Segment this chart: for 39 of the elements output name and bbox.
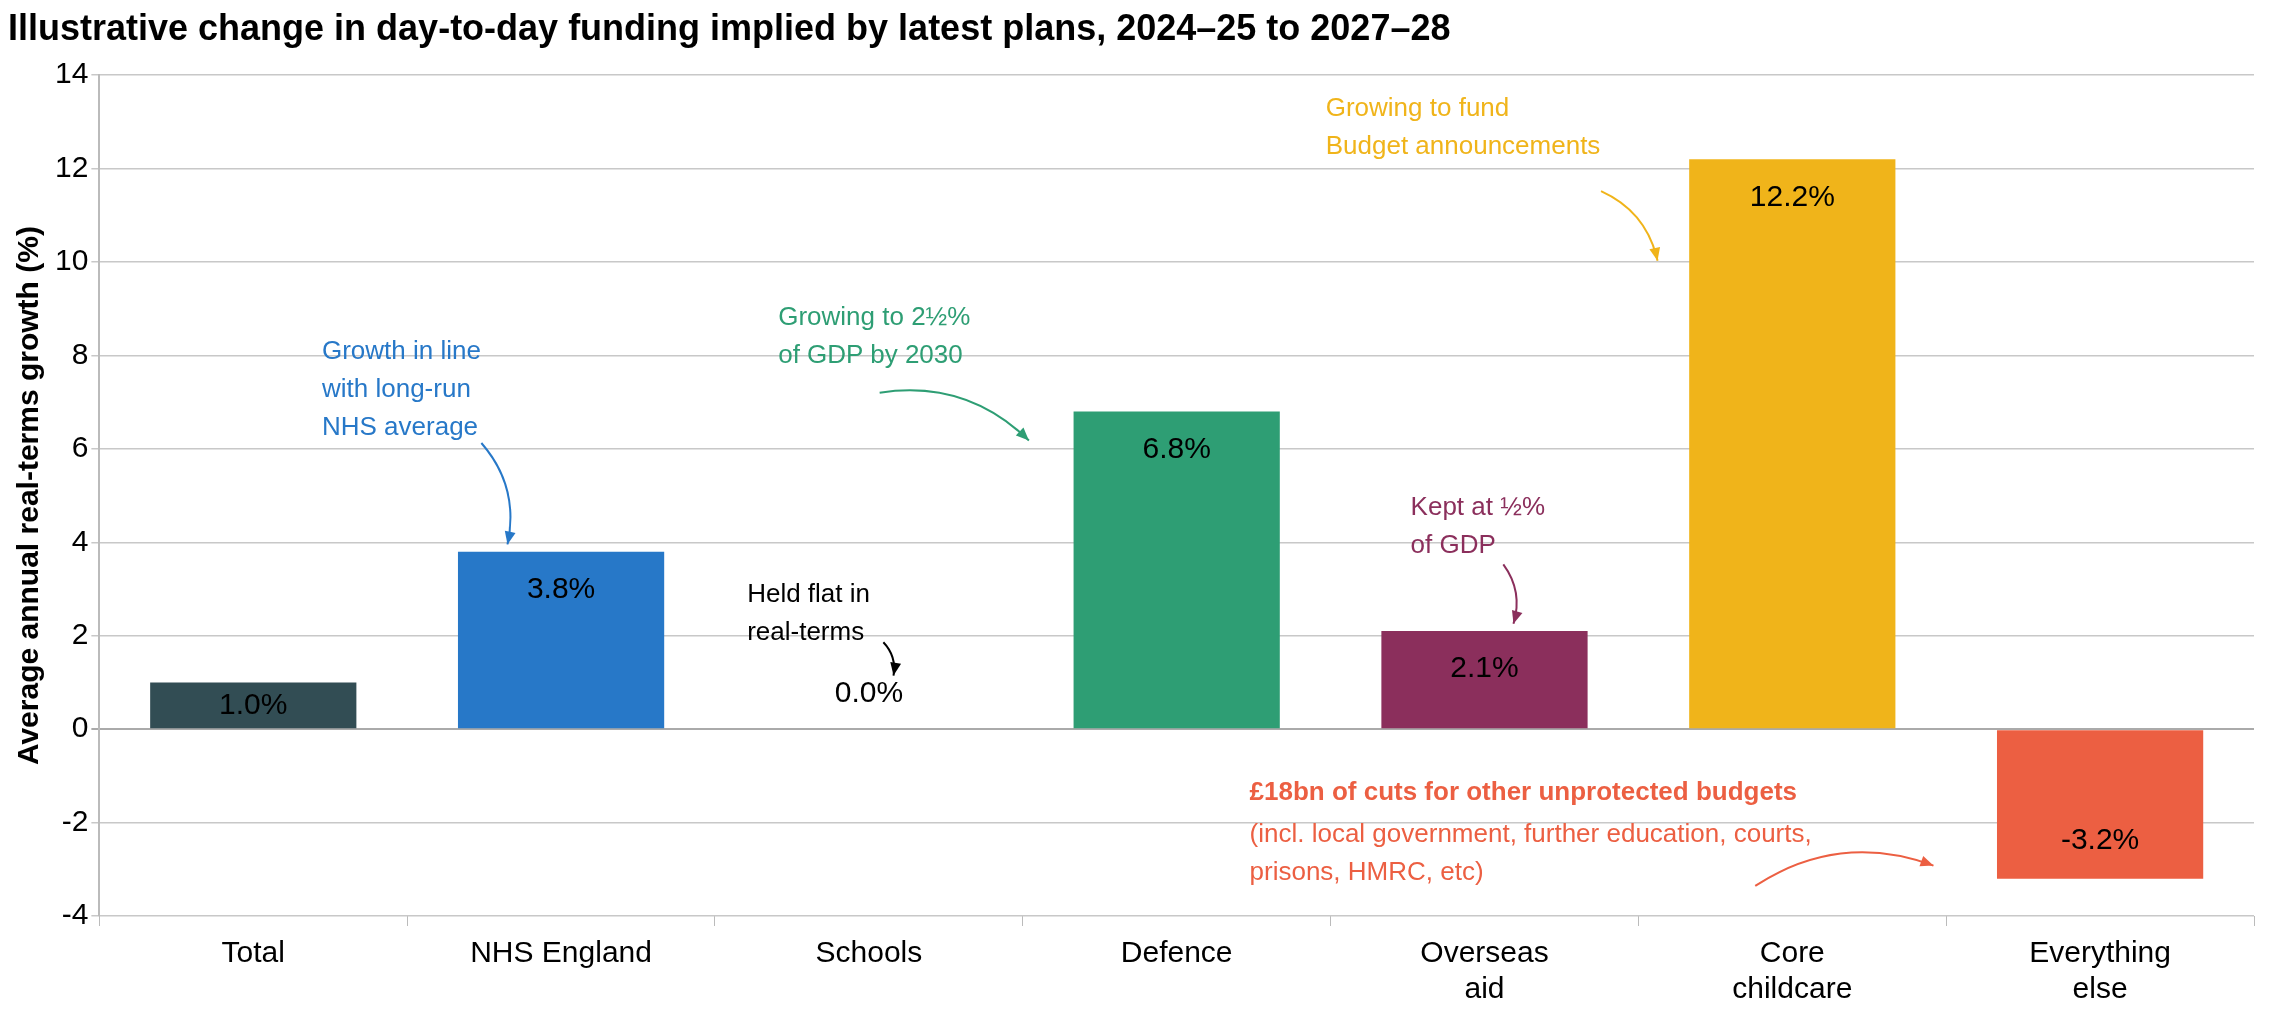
data-label: 2.1% xyxy=(1450,650,1519,684)
x-tick-label: Overseas aid xyxy=(1420,935,1549,1005)
y-tick-label: 12 xyxy=(54,149,89,183)
annotation: Growth in line with long-run NHS average xyxy=(320,334,481,441)
x-tick-label: Core childcare xyxy=(1732,935,1853,1005)
chart-title: Illustrative change in day-to-day funding implied by latest plans, 2024–25 to 2027–28 xyxy=(8,6,1451,48)
bar xyxy=(1689,159,1896,729)
x-tick-label: NHS England xyxy=(470,935,652,969)
bar xyxy=(1996,730,2204,879)
bar xyxy=(150,682,357,729)
bar xyxy=(1381,631,1588,729)
bar xyxy=(1073,411,1280,729)
y-tick-label: 8 xyxy=(71,336,89,370)
y-tick-label: 10 xyxy=(54,243,89,277)
y-tick-label: 0 xyxy=(71,710,89,744)
annotation: Growing to 2½% of GDP by 2030 xyxy=(778,300,971,369)
y-tick-label: 4 xyxy=(71,523,89,557)
y-tick-label: -2 xyxy=(61,803,89,837)
x-tick-label: Total xyxy=(221,935,285,969)
annotation: Growing to fund Budget announcements xyxy=(1325,91,1601,160)
bar xyxy=(457,551,665,729)
x-tick-label: Everything else xyxy=(2029,935,2171,1005)
data-label: -3.2% xyxy=(2060,821,2140,855)
y-tick-label: 2 xyxy=(71,617,89,650)
y-axis-title: Average annual real-terms growth (%) xyxy=(11,226,45,766)
annotation: £18bn of cuts for other unprotected budgets xyxy=(1249,776,1798,807)
y-tick-label: 6 xyxy=(71,430,89,464)
x-tick-label: Schools xyxy=(815,935,923,969)
data-label: 6.8% xyxy=(1142,430,1211,464)
data-label: 12.2% xyxy=(1749,178,1835,212)
annotation: (incl. local government, further education, courts, prisons, HMRC, etc) xyxy=(1249,818,1812,887)
y-tick-label: -4 xyxy=(61,897,89,931)
annotation: Kept at ½% of GDP xyxy=(1410,491,1546,560)
data-label: 3.8% xyxy=(526,570,596,604)
y-tick-label: 14 xyxy=(54,56,89,90)
annotation: Held flat in real-terms xyxy=(747,577,871,646)
data-label: 0.0% xyxy=(834,675,904,709)
x-tick-label: Defence xyxy=(1120,935,1233,969)
data-label: 1.0% xyxy=(219,687,288,721)
